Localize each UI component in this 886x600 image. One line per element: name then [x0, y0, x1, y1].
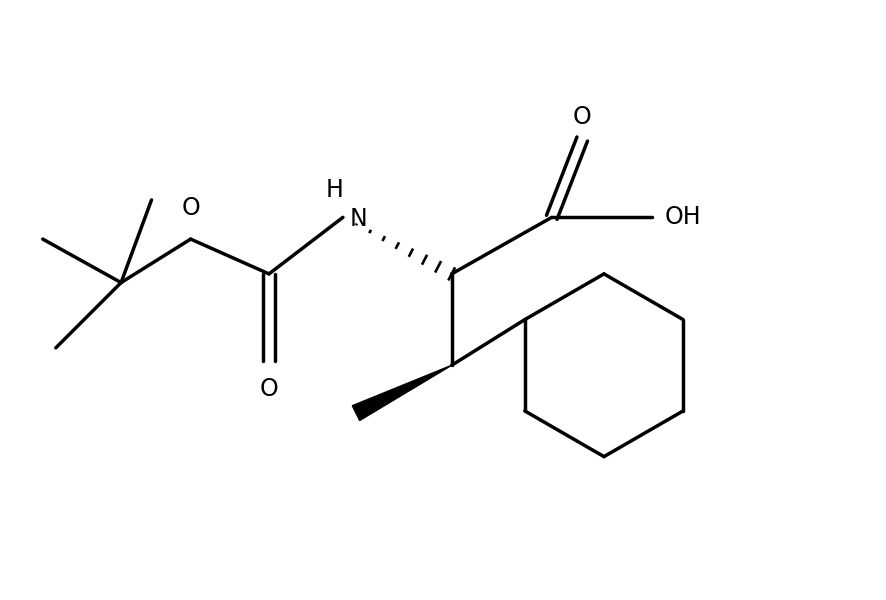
Text: O: O [260, 377, 278, 401]
Text: N: N [350, 207, 368, 231]
Polygon shape [353, 365, 452, 421]
Text: O: O [573, 104, 592, 128]
Text: H: H [325, 178, 343, 202]
Text: OH: OH [664, 205, 702, 229]
Text: O: O [182, 196, 200, 220]
